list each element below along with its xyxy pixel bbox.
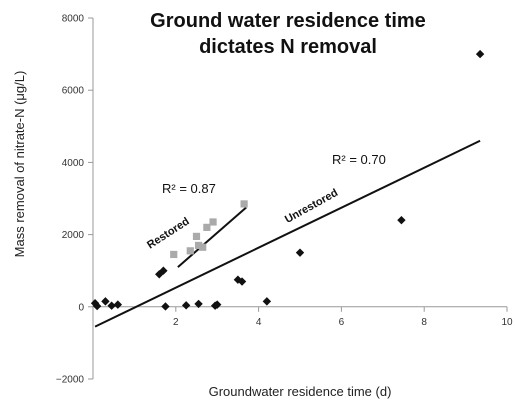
y-tick-label: 4000 xyxy=(62,158,85,169)
x-tick-label: 2 xyxy=(173,317,179,328)
unrestored-point xyxy=(159,266,168,275)
restored-r2-annotation: R² = 0.87 xyxy=(162,181,216,196)
unrestored-point xyxy=(92,301,102,311)
x-axis: 2 4 6 8 10 xyxy=(93,306,513,328)
y-tick-label: 2000 xyxy=(62,230,85,241)
unrestored-point xyxy=(475,49,485,59)
x-tick-label: 10 xyxy=(501,317,513,328)
data-points xyxy=(90,49,485,311)
unrestored-point xyxy=(101,297,110,306)
restored-point xyxy=(209,218,217,226)
unrestored-point xyxy=(107,301,116,310)
restored-point xyxy=(170,250,178,259)
x-tick-label: 6 xyxy=(339,317,345,328)
y-axis: −2000 0 2000 4000 6000 8000 xyxy=(56,14,94,386)
unrestored-fit-line xyxy=(94,139,481,328)
chart-title-line-2: dictates N removal xyxy=(199,36,377,58)
y-tick-label: 6000 xyxy=(62,86,85,97)
restored-point xyxy=(240,200,248,208)
unrestored-point xyxy=(237,277,247,286)
restored-point xyxy=(199,243,207,251)
unrestored-point xyxy=(113,300,123,309)
y-tick-label: 8000 xyxy=(62,14,85,25)
restored-fit-label: Restored xyxy=(145,215,192,251)
unrestored-point xyxy=(295,248,305,257)
x-tick-label: 4 xyxy=(256,317,262,328)
unrestored-r2-annotation: R² = 0.70 xyxy=(332,152,386,167)
y-tick-label: 0 xyxy=(78,302,84,313)
restored-point xyxy=(194,241,203,250)
unrestored-point xyxy=(262,297,272,306)
restored-fit-line xyxy=(177,206,247,268)
x-axis-label: Groundwater residence time (d) xyxy=(209,384,392,399)
chart-title-line-1: Ground water residence time xyxy=(150,10,426,32)
unrestored-point xyxy=(213,300,222,309)
y-tick-label: −2000 xyxy=(56,375,85,386)
unrestored-point xyxy=(181,301,191,310)
restored-point xyxy=(203,223,211,231)
restored-point xyxy=(186,247,194,255)
unrestored-point xyxy=(161,302,170,311)
fit-lines xyxy=(94,139,481,328)
x-tick-label: 8 xyxy=(421,317,427,328)
unrestored-point xyxy=(194,299,203,309)
restored-point xyxy=(192,232,201,241)
unrestored-fit-label: Unrestored xyxy=(283,187,340,226)
y-axis-label: Mass removal of nitrate-N (μg/L) xyxy=(12,71,27,258)
unrestored-point xyxy=(397,215,406,225)
